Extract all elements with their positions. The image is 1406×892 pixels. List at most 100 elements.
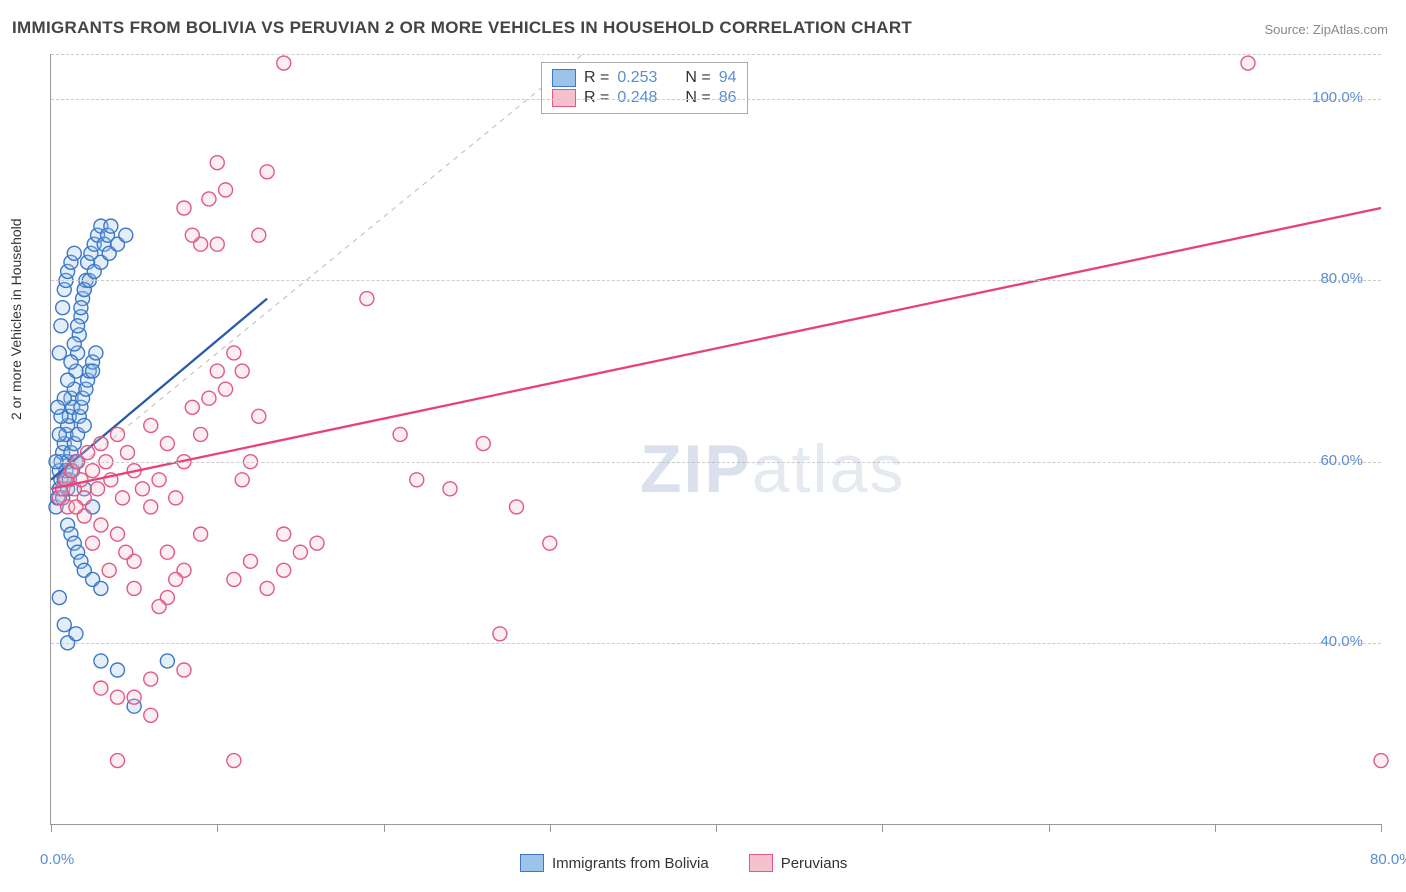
stat-R-label: R =: [584, 89, 609, 107]
marker-peruvian: [119, 545, 133, 559]
marker-peruvian: [410, 473, 424, 487]
x-tick: [1381, 824, 1382, 832]
marker-peruvian: [227, 572, 241, 586]
stat-R-label: R =: [584, 69, 609, 87]
marker-peruvian: [152, 600, 166, 614]
marker-peruvian: [177, 663, 191, 677]
x-tick: [716, 824, 717, 832]
marker-peruvian: [94, 518, 108, 532]
marker-peruvian: [160, 437, 174, 451]
marker-peruvian: [219, 382, 233, 396]
marker-peruvian: [260, 165, 274, 179]
marker-peruvian: [111, 690, 125, 704]
legend-swatch-bolivia: [520, 854, 544, 872]
marker-bolivia: [94, 654, 108, 668]
marker-bolivia: [64, 355, 78, 369]
marker-peruvian: [510, 500, 524, 514]
marker-peruvian: [94, 681, 108, 695]
marker-peruvian: [202, 192, 216, 206]
marker-peruvian: [202, 391, 216, 405]
marker-peruvian: [244, 554, 258, 568]
marker-peruvian: [293, 545, 307, 559]
marker-peruvian: [120, 446, 134, 460]
stat-R-value: 0.248: [617, 89, 657, 107]
marker-peruvian: [111, 427, 125, 441]
y-tick-label: 80.0%: [1320, 270, 1363, 287]
x-tick: [1049, 824, 1050, 832]
y-tick-label: 60.0%: [1320, 452, 1363, 469]
x-tick: [550, 824, 551, 832]
stat-N-value: 86: [719, 89, 737, 107]
marker-peruvian: [169, 491, 183, 505]
marker-peruvian: [115, 491, 129, 505]
gridline-h: [51, 54, 1381, 55]
legend-label-bolivia: Immigrants from Bolivia: [552, 855, 709, 872]
stat-N-label: N =: [685, 89, 710, 107]
marker-bolivia: [89, 346, 103, 360]
marker-peruvian: [194, 427, 208, 441]
marker-peruvian: [210, 237, 224, 251]
swatch-bolivia: [552, 69, 576, 87]
marker-bolivia: [86, 364, 100, 378]
chart-plot-area: R =0.253N =94R =0.248N =86 40.0%60.0%80.…: [50, 54, 1381, 825]
marker-bolivia: [67, 246, 81, 260]
marker-bolivia: [67, 337, 81, 351]
marker-peruvian: [86, 536, 100, 550]
marker-bolivia: [111, 663, 125, 677]
marker-peruvian: [235, 364, 249, 378]
marker-peruvian: [102, 563, 116, 577]
x-tick: [51, 824, 52, 832]
marker-peruvian: [277, 563, 291, 577]
marker-peruvian: [260, 581, 274, 595]
marker-peruvian: [144, 672, 158, 686]
marker-peruvian: [94, 437, 108, 451]
marker-peruvian: [127, 690, 141, 704]
marker-bolivia: [104, 219, 118, 233]
marker-bolivia: [52, 427, 66, 441]
y-axis-label: 2 or more Vehicles in Household: [8, 218, 24, 420]
legend-item-bolivia: Immigrants from Bolivia: [520, 854, 709, 872]
marker-peruvian: [443, 482, 457, 496]
gridline-h: [51, 462, 1381, 463]
marker-bolivia: [54, 319, 68, 333]
gridline-h: [51, 280, 1381, 281]
marker-peruvian: [543, 536, 557, 550]
marker-peruvian: [91, 482, 105, 496]
marker-peruvian: [86, 464, 100, 478]
marker-peruvian: [144, 708, 158, 722]
identity-line: [51, 54, 583, 489]
stats-legend-box: R =0.253N =94R =0.248N =86: [541, 62, 748, 114]
marker-peruvian: [277, 527, 291, 541]
marker-bolivia: [74, 301, 88, 315]
marker-peruvian: [185, 228, 199, 242]
marker-bolivia: [94, 581, 108, 595]
x-tick: [217, 824, 218, 832]
x-tick: [882, 824, 883, 832]
y-tick-label: 40.0%: [1320, 633, 1363, 650]
marker-peruvian: [310, 536, 324, 550]
marker-peruvian: [127, 581, 141, 595]
marker-peruvian: [277, 56, 291, 70]
trendline-peruvian: [51, 208, 1381, 489]
stats-row-peruvian: R = 0.248 N = 86: [552, 89, 737, 107]
y-tick-label: 100.0%: [1312, 89, 1363, 106]
marker-peruvian: [219, 183, 233, 197]
marker-peruvian: [210, 364, 224, 378]
marker-peruvian: [210, 156, 224, 170]
bottom-legend: Immigrants from BoliviaPeruvians: [520, 854, 847, 872]
source-attribution: Source: ZipAtlas.com: [1264, 22, 1388, 37]
chart-title: IMMIGRANTS FROM BOLIVIA VS PERUVIAN 2 OR…: [12, 18, 912, 38]
marker-peruvian: [81, 446, 95, 460]
marker-peruvian: [111, 754, 125, 768]
marker-peruvian: [160, 545, 174, 559]
x-tick-label: 0.0%: [40, 851, 74, 868]
marker-peruvian: [235, 473, 249, 487]
marker-bolivia: [61, 373, 75, 387]
marker-bolivia: [69, 627, 83, 641]
marker-peruvian: [252, 409, 266, 423]
marker-peruvian: [227, 346, 241, 360]
marker-peruvian: [1374, 754, 1388, 768]
marker-peruvian: [252, 228, 266, 242]
swatch-peruvian: [552, 89, 576, 107]
x-tick-label: 80.0%: [1370, 851, 1406, 868]
